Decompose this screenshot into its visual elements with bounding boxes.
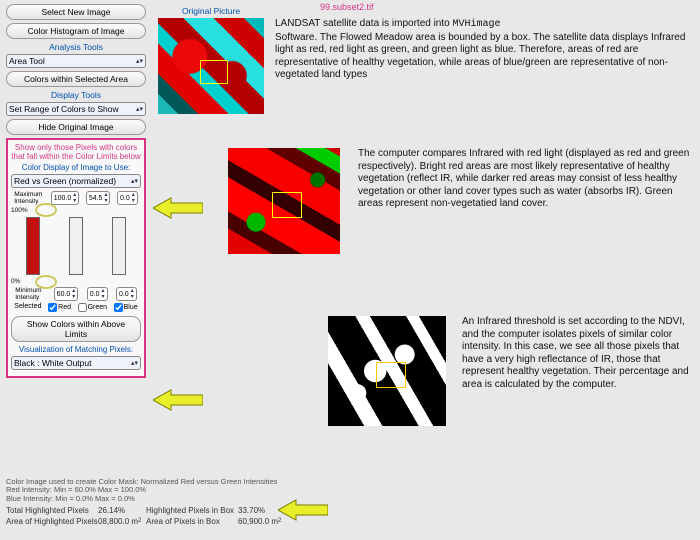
stat-total-highlighted: Total Highlighted Pixels26.14% (6, 506, 146, 517)
color-display-select[interactable]: Red vs Green (normalized) ▴▾ (11, 174, 141, 188)
selection-box (272, 192, 302, 218)
color-histogram-button[interactable]: Color Histogram of Image (6, 23, 146, 39)
tool-sidebar: Select New Image Color Histogram of Imag… (6, 4, 146, 378)
set-range-value: Set Range of Colors to Show (9, 104, 119, 114)
max-intensity-label: Maximum Intensity (14, 191, 44, 205)
display-tools-label: Display Tools (6, 90, 146, 100)
chevron-updown-icon: ▴▾ (136, 105, 143, 113)
red-min-stepper[interactable]: 60.0▴▾ (54, 287, 79, 301)
selected-label: Selected (14, 303, 41, 312)
colors-within-button[interactable]: Colors within Selected Area (6, 71, 146, 87)
channel-checks: Selected Red Green Blue (11, 303, 141, 312)
area-tool-select[interactable]: Area Tool ▴▾ (6, 54, 146, 68)
stepper-icon: ▴▾ (104, 192, 107, 204)
filename-label: 99.subset2.tif (320, 2, 374, 12)
stepper-icon: ▴▾ (132, 192, 135, 204)
red-max-stepper[interactable]: 100.0▴▾ (51, 191, 80, 205)
viz-value: Black : White Output (14, 358, 91, 368)
show-colors-button[interactable]: Show Colors within Above Limits (11, 316, 141, 342)
color-sliders (11, 217, 141, 275)
arrow-annotation (153, 388, 203, 412)
stats-block: Color Image used to create Color Mask: N… (6, 478, 286, 527)
red-slider[interactable] (26, 217, 40, 275)
stepper-icon: ▴▾ (73, 192, 76, 204)
min-intensity-row: Minimum Intensity 60.0▴▾ 0.0▴▾ 0.0▴▾ (11, 287, 141, 301)
viz-label: Visualization of Matching Pixels: (11, 345, 141, 354)
ir-vs-red-panel (228, 148, 340, 254)
stepper-icon: ▴▾ (131, 288, 134, 300)
arrow-annotation (153, 196, 203, 220)
original-picture-title: Original Picture (158, 6, 264, 16)
threshold-panel (328, 316, 446, 426)
analysis-tools-label: Analysis Tools (6, 42, 146, 52)
original-image (158, 18, 264, 114)
select-new-image-button[interactable]: Select New Image (6, 4, 146, 20)
max-intensity-row: Maximum Intensity 100.0▴▾ 54.5▴▾ 0.0▴▾ (11, 191, 141, 205)
selection-box (200, 60, 228, 84)
hide-original-button[interactable]: Hide Original Image (6, 119, 146, 135)
min-intensity-label: Minimum Intensity (15, 287, 45, 301)
description-3: An Infrared threshold is set according t… (462, 316, 694, 391)
blue-check[interactable]: Blue (114, 303, 138, 312)
red-check[interactable]: Red (48, 303, 71, 312)
green-min-stepper[interactable]: 0.0▴▾ (87, 287, 108, 301)
chevron-updown-icon: ▴▾ (131, 177, 138, 185)
blue-max-stepper[interactable]: 0.0▴▾ (117, 191, 138, 205)
stepper-icon: ▴▾ (102, 288, 105, 300)
green-max-stepper[interactable]: 54.5▴▾ (86, 191, 111, 205)
stepper-icon: ▴▾ (72, 288, 75, 300)
color-display-value: Red vs Green (normalized) (14, 176, 116, 186)
pct-0-label: 0% (11, 278, 141, 285)
color-limits-title: Show only those Pixels with colors that … (11, 143, 141, 161)
color-limits-panel: Show only those Pixels with colors that … (6, 138, 146, 378)
area-tool-value: Area Tool (9, 56, 45, 66)
chevron-updown-icon: ▴▾ (136, 57, 143, 65)
green-slider[interactable] (69, 217, 83, 275)
color-display-label: Color Display of Image to Use: (11, 163, 141, 172)
blue-min-stepper[interactable]: 0.0▴▾ (116, 287, 137, 301)
stat-highlighted-in-box: Highlighted Pixels in Box33.70% (146, 506, 286, 517)
stat-area-in-box: Area of Pixels in Box60,900.0 m2 (146, 517, 286, 528)
chevron-updown-icon: ▴▾ (131, 359, 138, 367)
pct-100-label: 100% (11, 207, 141, 214)
blue-slider[interactable] (112, 217, 126, 275)
set-range-select[interactable]: Set Range of Colors to Show ▴▾ (6, 102, 146, 116)
description-1: LANDSAT satellite data is imported into … (275, 18, 695, 82)
selection-box (376, 362, 406, 388)
ir-vs-red-image (228, 148, 340, 254)
threshold-image (328, 316, 446, 426)
stat-area-highlighted: Area of Highlighted Pixels08,800.0 m2 (6, 517, 146, 528)
original-picture-panel: Original Picture (158, 6, 264, 114)
green-check[interactable]: Green (78, 303, 107, 312)
stats-header: Color Image used to create Color Mask: N… (6, 478, 286, 503)
description-2: The computer compares Infrared with red … (358, 148, 696, 211)
viz-select[interactable]: Black : White Output ▴▾ (11, 356, 141, 370)
